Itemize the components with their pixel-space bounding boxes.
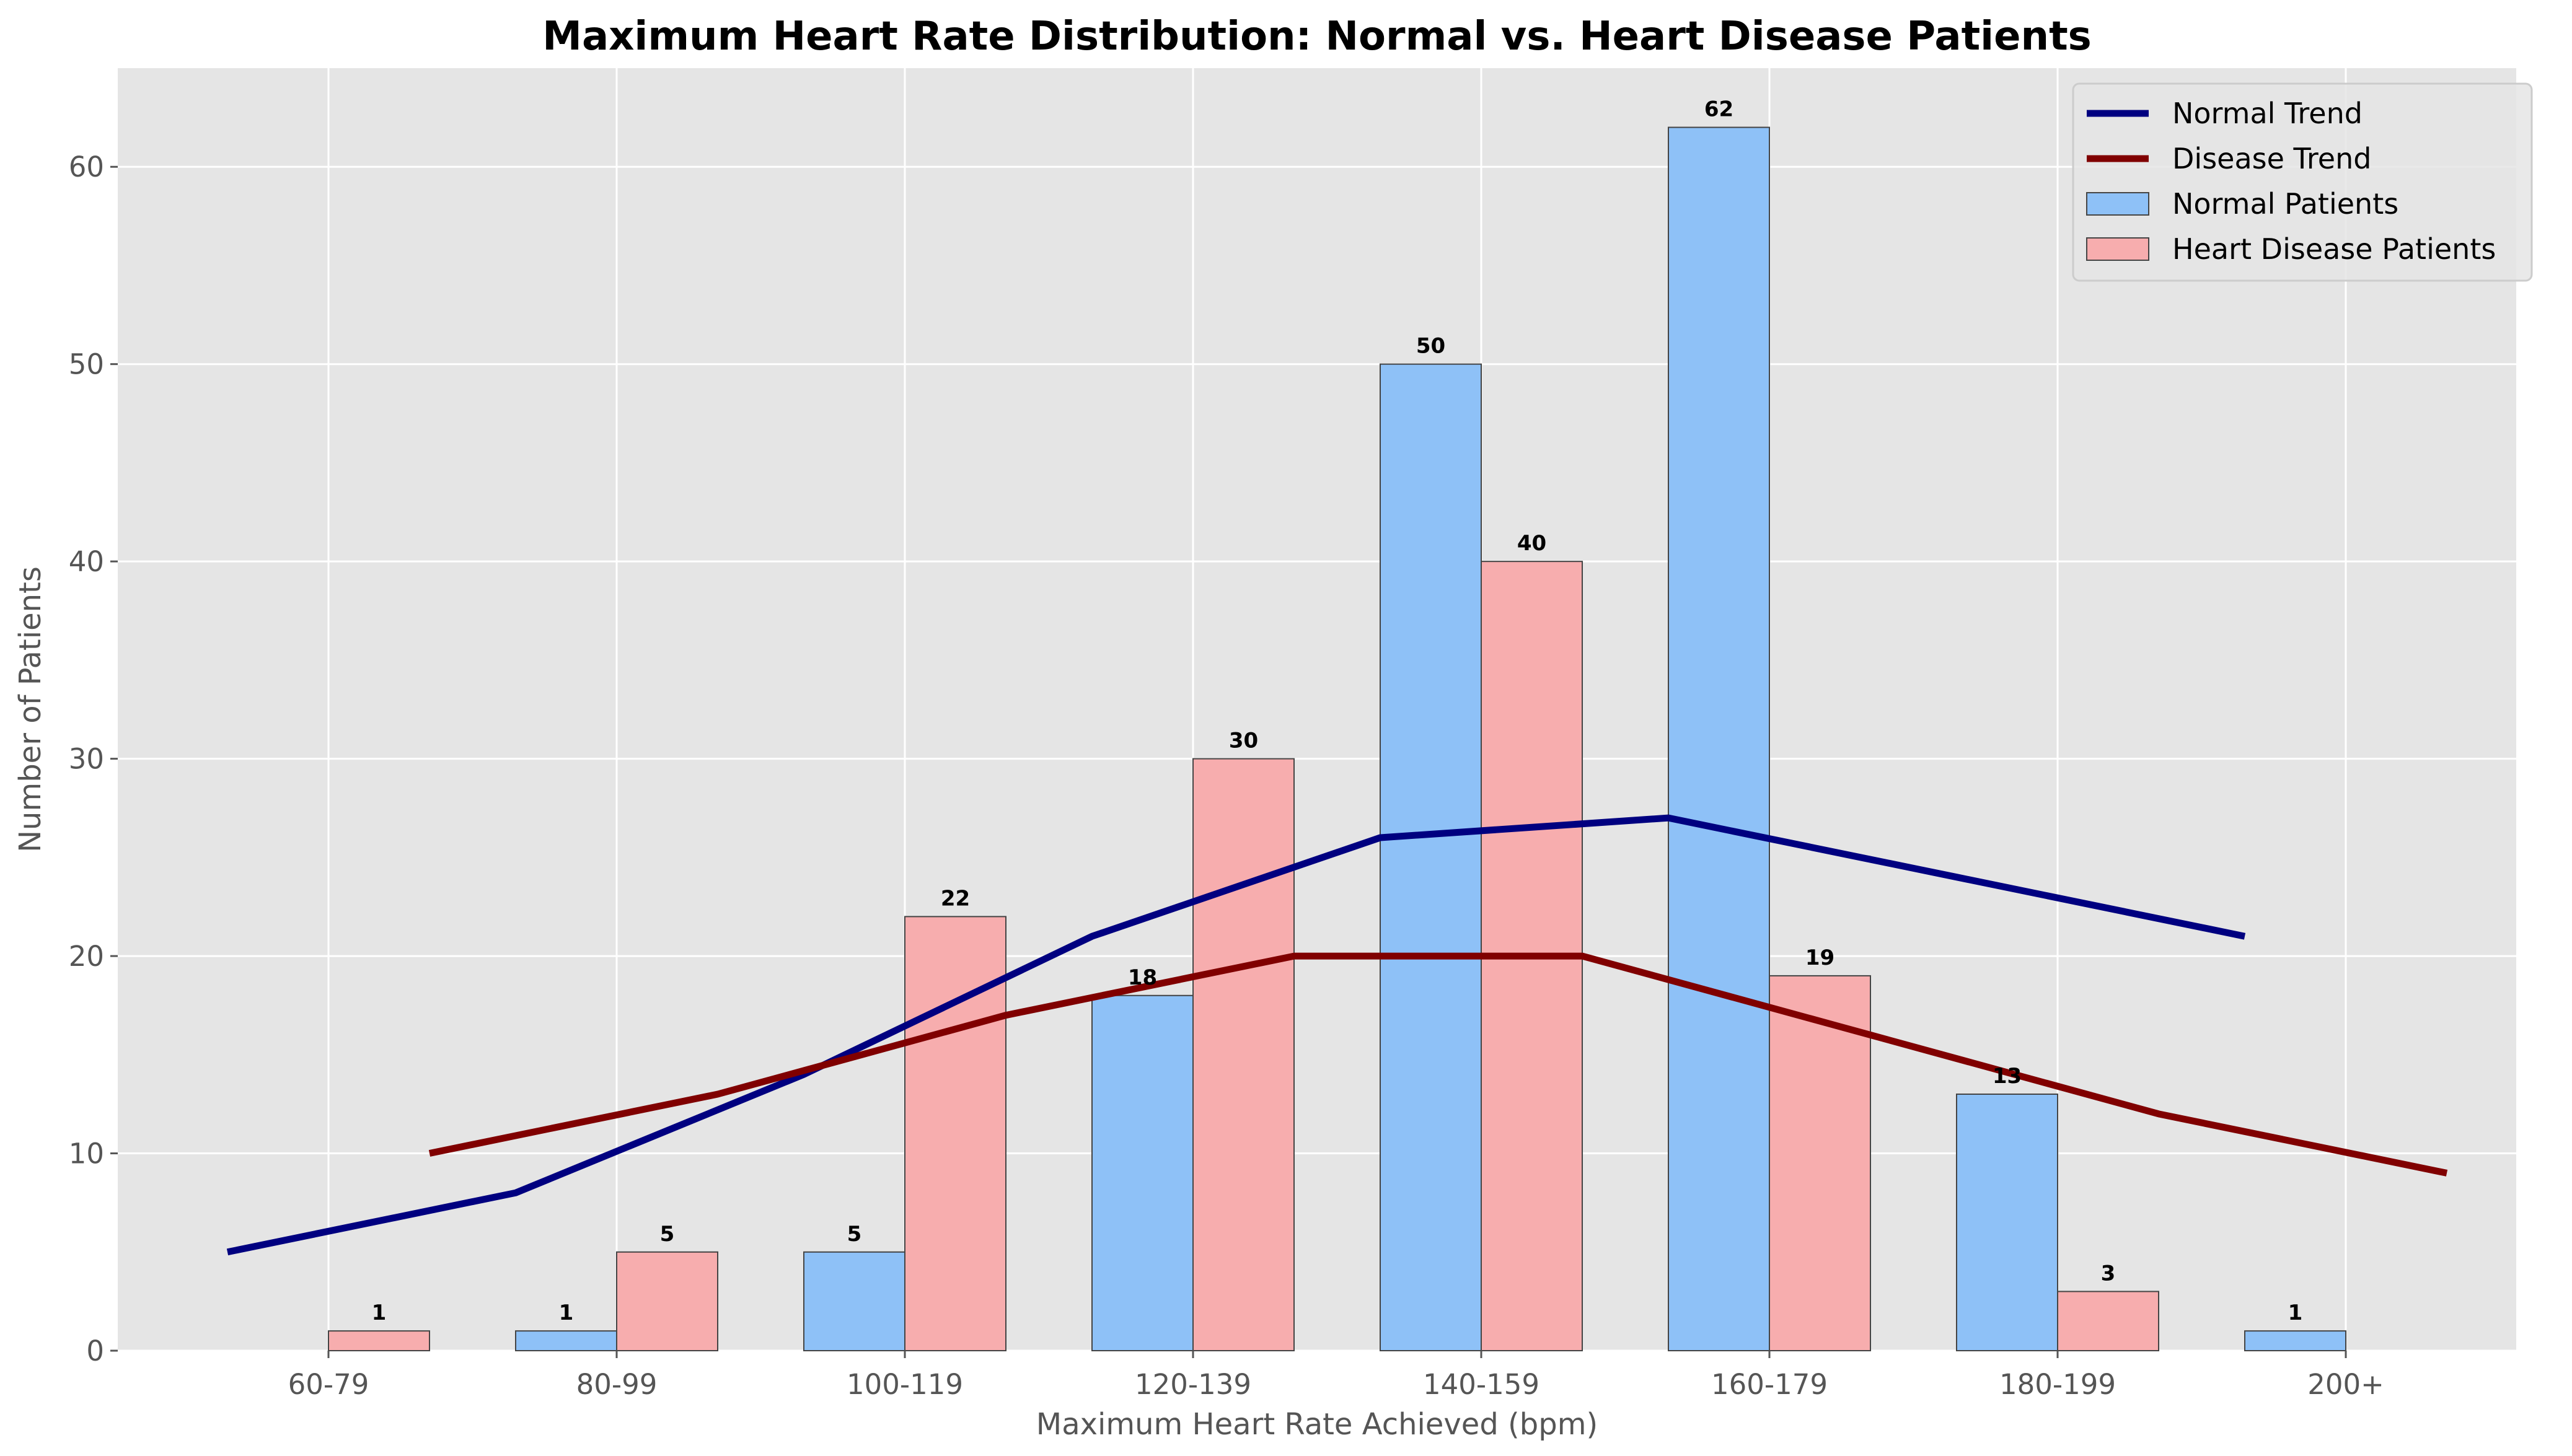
- bar-normal-patients-180-199: [1956, 1094, 2058, 1351]
- x-tick-label: 180-199: [1999, 1368, 2116, 1401]
- bar-heart-disease-patients-80-99: [616, 1251, 718, 1352]
- x-tick-label: 120-139: [1135, 1368, 1251, 1401]
- data-label-heart-disease-patients-180-199: 3: [2101, 1261, 2116, 1286]
- trend-lines: [226, 814, 2448, 1256]
- data-label-normal-patients-80-99: 1: [559, 1300, 574, 1325]
- data-labels: 1 5 18 50 62 13 1 1 5 22 30 40 19 3: [372, 97, 2303, 1326]
- legend-label-normal-trend: Normal Trend: [2172, 97, 2363, 130]
- y-ticks: 0 10 20 30 40 50 60: [69, 151, 118, 1367]
- bar-heart-disease-patients-60-79: [328, 1330, 430, 1351]
- bar-heart-disease-patients-160-179: [1769, 975, 1871, 1351]
- data-label-normal-patients-120-139: 18: [1128, 965, 1157, 990]
- y-tick-label: 60: [69, 151, 104, 183]
- bar-normal-patients-120-139: [1091, 994, 1194, 1352]
- data-label-normal-patients-180-199: 13: [1993, 1064, 2022, 1089]
- y-tick-label: 20: [69, 940, 104, 973]
- x-tick-label: 80-99: [576, 1368, 658, 1401]
- chart-title: Maximum Heart Rate Distribution: Normal …: [542, 14, 2092, 59]
- y-tick-label: 40: [69, 545, 104, 578]
- y-tick-label: 50: [69, 348, 104, 381]
- x-tick-label: 200+: [2307, 1368, 2384, 1401]
- bar-heart-disease-patients-120-139: [1192, 758, 1295, 1351]
- legend-swatch-heart-disease-patients: [2086, 237, 2149, 261]
- y-tick-label: 0: [86, 1335, 104, 1367]
- legend-label-heart-disease-patients: Heart Disease Patients: [2172, 232, 2496, 266]
- y-axis-label: Number of Patients: [13, 566, 48, 853]
- bar-normal-patients-80-99: [515, 1330, 617, 1351]
- bar-normal-patients-200: [2244, 1330, 2346, 1351]
- data-label-heart-disease-patients-60-79: 1: [372, 1300, 387, 1325]
- legend-box: [2072, 82, 2533, 282]
- x-tick-label: 160-179: [1711, 1368, 1828, 1401]
- data-label-heart-disease-patients-140-159: 40: [1517, 531, 1546, 556]
- bar-normal-patients-140-159: [1380, 363, 1482, 1352]
- data-label-normal-patients-160-179: 62: [1704, 97, 1733, 122]
- legend-label-normal-patients: Normal Patients: [2172, 187, 2398, 221]
- x-tick-label: 100-119: [847, 1368, 963, 1401]
- bar-normal-patients-160-179: [1668, 126, 1770, 1352]
- data-label-normal-patients-140-159: 50: [1416, 334, 1445, 359]
- bar-heart-disease-patients-180-199: [2057, 1291, 2159, 1351]
- data-label-heart-disease-patients-80-99: 5: [660, 1222, 675, 1247]
- data-label-heart-disease-patients-100-119: 22: [941, 886, 970, 911]
- data-label-heart-disease-patients-160-179: 19: [1805, 945, 1834, 970]
- bar-normal-patients-100-119: [803, 1251, 905, 1352]
- legend: Normal Trend Disease Trend Normal Patients…: [2072, 82, 2533, 282]
- data-label-normal-patients-100-119: 5: [847, 1222, 862, 1247]
- x-tick-label: 60-79: [288, 1368, 369, 1401]
- data-label-normal-patients-200: 1: [2288, 1300, 2303, 1325]
- line-normal-trend: [226, 814, 2246, 1256]
- x-ticks: 60-79 80-99 100-119 120-139 140-159 160-179 18…: [288, 1351, 2384, 1401]
- legend-swatch-normal-patients: [2086, 192, 2149, 216]
- data-label-heart-disease-patients-120-139: 30: [1229, 729, 1258, 753]
- line-disease-trend: [428, 952, 2448, 1177]
- legend-label-disease-trend: Disease Trend: [2172, 142, 2371, 175]
- y-tick-label: 30: [69, 743, 104, 776]
- x-axis-label: Maximum Heart Rate Achieved (bpm): [1036, 1407, 1598, 1442]
- x-tick-label: 140-159: [1423, 1368, 1539, 1401]
- y-tick-label: 10: [69, 1138, 104, 1170]
